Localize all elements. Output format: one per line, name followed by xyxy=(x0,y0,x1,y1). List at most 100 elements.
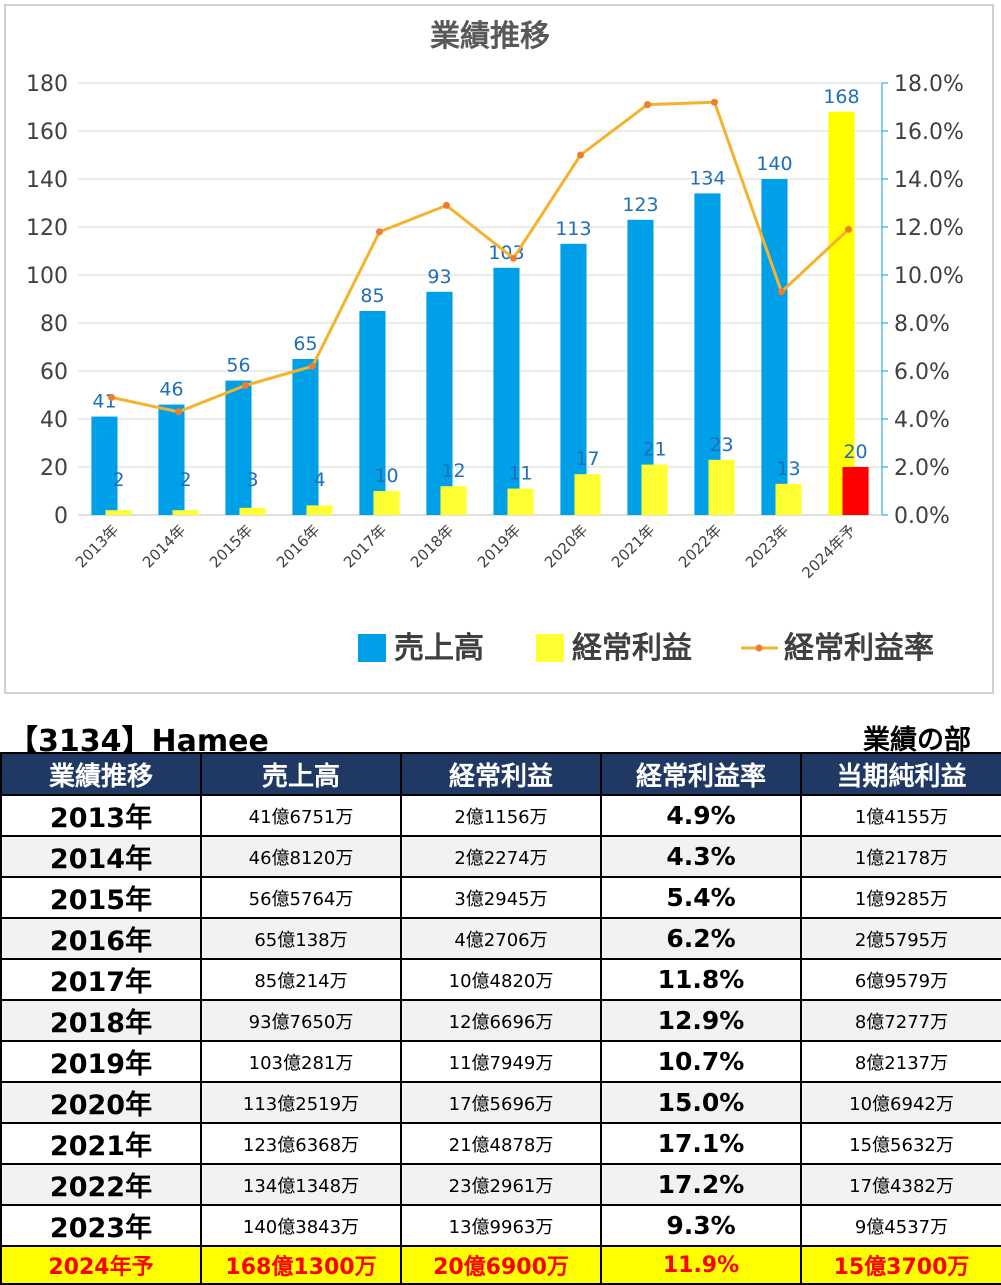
cell-profit: 17億5696万 xyxy=(400,1081,602,1124)
cell-sales: 41億6751万 xyxy=(200,794,402,837)
cell-profit: 23億2961万 xyxy=(400,1163,602,1206)
point-rate xyxy=(242,381,249,389)
cell-rate: 4.9% xyxy=(600,794,802,837)
data-label-sales: 168 xyxy=(823,86,859,108)
cell-year: 2018年 xyxy=(0,999,202,1042)
table-row: 2016年 65億138万 4億2706万 6.2% 2億5795万 xyxy=(0,917,1001,960)
cell-rate: 17.2% xyxy=(600,1163,802,1206)
performance-table: 業績推移 売上高 経常利益 経常利益率 当期純利益 2013年 41億6751万 2… xyxy=(0,752,1001,1285)
y-tick-left: 80 xyxy=(40,312,68,337)
y-tick-right: 18.0% xyxy=(894,72,964,97)
cell-profit: 2億2274万 xyxy=(400,835,602,878)
cell-sales: 65億138万 xyxy=(200,917,402,960)
cell-sales: 168億1300万 xyxy=(200,1245,402,1285)
data-label-sales: 41 xyxy=(92,391,116,413)
cell-sales: 85億214万 xyxy=(200,958,402,1001)
cell-sales: 93億7650万 xyxy=(200,999,402,1042)
bar-profit xyxy=(507,488,534,515)
table-header-row: 業績推移 売上高 経常利益 経常利益率 当期純利益 xyxy=(0,752,1001,796)
bar-profit xyxy=(239,507,266,515)
cell-year: 2017年 xyxy=(0,958,202,1001)
cell-net: 6億9579万 xyxy=(800,958,1001,1001)
column-header-sales: 売上高 xyxy=(200,752,402,796)
cell-year: 2014年 xyxy=(0,835,202,878)
legend-label-sales: 売上高 xyxy=(394,631,484,666)
data-label-profit: 20 xyxy=(843,441,867,463)
y-tick-right: 0.0% xyxy=(894,504,950,529)
bar-profit xyxy=(306,505,333,515)
cell-sales: 113億2519万 xyxy=(200,1081,402,1124)
y-tick-right: 4.0% xyxy=(894,408,950,433)
y-tick-left: 160 xyxy=(26,120,68,145)
cell-profit: 12億6696万 xyxy=(400,999,602,1042)
cell-sales: 103億281万 xyxy=(200,1040,402,1083)
y-tick-left: 140 xyxy=(26,168,68,193)
column-header-net: 当期純利益 xyxy=(800,752,1001,796)
y-tick-left: 180 xyxy=(26,72,68,97)
bar-sales xyxy=(359,311,386,515)
cell-rate: 9.3% xyxy=(600,1204,802,1247)
cell-rate: 5.4% xyxy=(600,876,802,919)
x-tick-label: 2024年予 xyxy=(798,521,859,582)
bar-sales xyxy=(158,404,185,515)
cell-rate: 12.9% xyxy=(600,999,802,1042)
data-label-sales: 56 xyxy=(226,355,250,377)
y-tick-right: 6.0% xyxy=(894,360,950,385)
y-tick-left: 0 xyxy=(54,504,68,529)
data-label-sales: 93 xyxy=(427,266,451,288)
bar-profit xyxy=(440,486,467,515)
bar-profit xyxy=(708,459,735,515)
cell-rate: 17.1% xyxy=(600,1122,802,1165)
table-row: 2019年 103億281万 11億7949万 10.7% 8億2137万 xyxy=(0,1040,1001,1083)
data-label-profit: 11 xyxy=(508,463,532,485)
bar-profit xyxy=(641,464,668,515)
data-label-profit: 13 xyxy=(776,458,800,480)
point-rate xyxy=(376,228,383,236)
cell-rate: 10.7% xyxy=(600,1040,802,1083)
cell-year: 2016年 xyxy=(0,917,202,960)
point-rate xyxy=(510,254,517,262)
cell-profit: 10億4820万 xyxy=(400,958,602,1001)
column-header-rate: 経常利益率 xyxy=(600,752,802,796)
cell-net: 17億4382万 xyxy=(800,1163,1001,1206)
cell-profit: 13億9963万 xyxy=(400,1204,602,1247)
legend-swatch-sales xyxy=(358,634,386,662)
x-tick-label: 2016年 xyxy=(273,521,323,571)
x-tick-label: 2017年 xyxy=(340,521,390,571)
bar-profit xyxy=(574,474,601,515)
point-rate xyxy=(778,288,785,296)
y-tick-right: 8.0% xyxy=(894,312,950,337)
point-rate xyxy=(845,225,852,233)
cell-net: 1億9285万 xyxy=(800,876,1001,919)
bar-sales xyxy=(292,359,319,515)
y-tick-right: 12.0% xyxy=(894,216,964,241)
chart-title: 業績推移 xyxy=(430,19,550,54)
cell-net: 9億4537万 xyxy=(800,1204,1001,1247)
bar-profit xyxy=(373,491,400,515)
y-tick-right: 16.0% xyxy=(894,120,964,145)
y-tick-left: 100 xyxy=(26,264,68,289)
cell-rate: 6.2% xyxy=(600,917,802,960)
cell-rate: 15.0% xyxy=(600,1081,802,1124)
legend-marker-rate xyxy=(755,644,763,652)
x-tick-label: 2021年 xyxy=(608,521,658,571)
cell-sales: 46億8120万 xyxy=(200,835,402,878)
data-label-profit: 4 xyxy=(313,469,325,491)
cell-net: 2億5795万 xyxy=(800,917,1001,960)
cell-net: 10億6942万 xyxy=(800,1081,1001,1124)
legend-label-profit: 経常利益 xyxy=(572,631,692,666)
cell-year: 2022年 xyxy=(0,1163,202,1206)
bar-sales xyxy=(426,291,453,515)
data-label-profit: 23 xyxy=(709,434,733,456)
data-label-profit: 21 xyxy=(642,439,666,461)
data-label-profit: 17 xyxy=(575,448,599,470)
bar-sales xyxy=(828,111,855,516)
data-label-sales: 65 xyxy=(293,333,317,355)
section-title: 業績の部 xyxy=(863,725,971,756)
table-row: 2021年 123億6368万 21億4878万 17.1% 15億5632万 xyxy=(0,1122,1001,1165)
legend-swatch-profit xyxy=(536,634,564,662)
cell-year: 2019年 xyxy=(0,1040,202,1083)
cell-sales: 140億3843万 xyxy=(200,1204,402,1247)
table-row-forecast: 2024年予 168億1300万 20億6900万 11.9% 15億3700万 xyxy=(0,1245,1001,1285)
point-rate xyxy=(711,98,718,106)
